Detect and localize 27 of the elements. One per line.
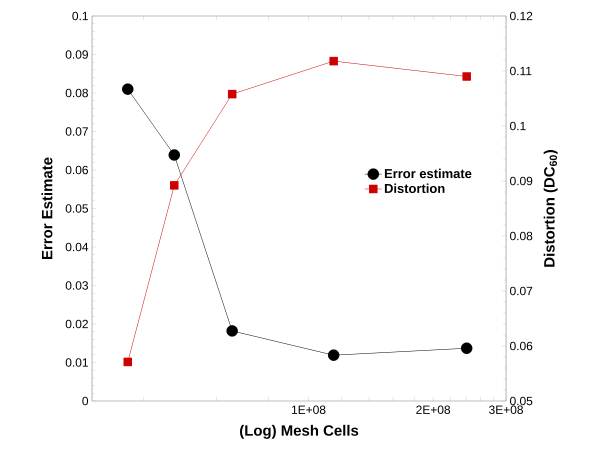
y2-tick-label: 0.12 [510,12,532,20]
x-tick-label: 3E+08 [489,406,523,414]
y-axis-title: Error Estimate [41,158,52,259]
legend-label: Error estimate [384,168,472,178]
y-tick-label: 0.01 [66,358,88,367]
y-tick-label: 0.1 [72,12,88,20]
y2-tick-label: 0.08 [510,232,532,240]
y-tick-label: 0 [82,396,88,406]
legend-label: Distortion [384,184,444,194]
y-tick-label: 0.06 [66,166,88,174]
y2-tick-label: 0.09 [510,176,532,186]
y-tick-label: 0.05 [66,204,88,213]
y-tick-label: 0.02 [66,320,88,328]
x-tick-label: 2E+08 [416,406,450,414]
y-tick-label: 0.07 [66,127,88,136]
y2-tick-label: 0.06 [510,342,532,350]
y2-tick-label: 0.05 [510,396,532,406]
y-tick-label: 0.09 [66,50,88,59]
y2-tick-label: 0.1 [510,122,526,130]
y2-tick-label: 0.07 [510,286,532,296]
x-axis-title: (Log) Mesh Cells [240,424,358,439]
x-tick-label: 1E+08 [292,406,326,414]
y2-tick-label: 0.11 [510,66,532,76]
y2-axis-title: Distortion (DC$_{60}$) [544,150,558,267]
y-tick-label: 0.03 [66,281,88,290]
y-tick-label: 0.08 [66,88,88,98]
y-tick-label: 0.04 [66,242,88,252]
